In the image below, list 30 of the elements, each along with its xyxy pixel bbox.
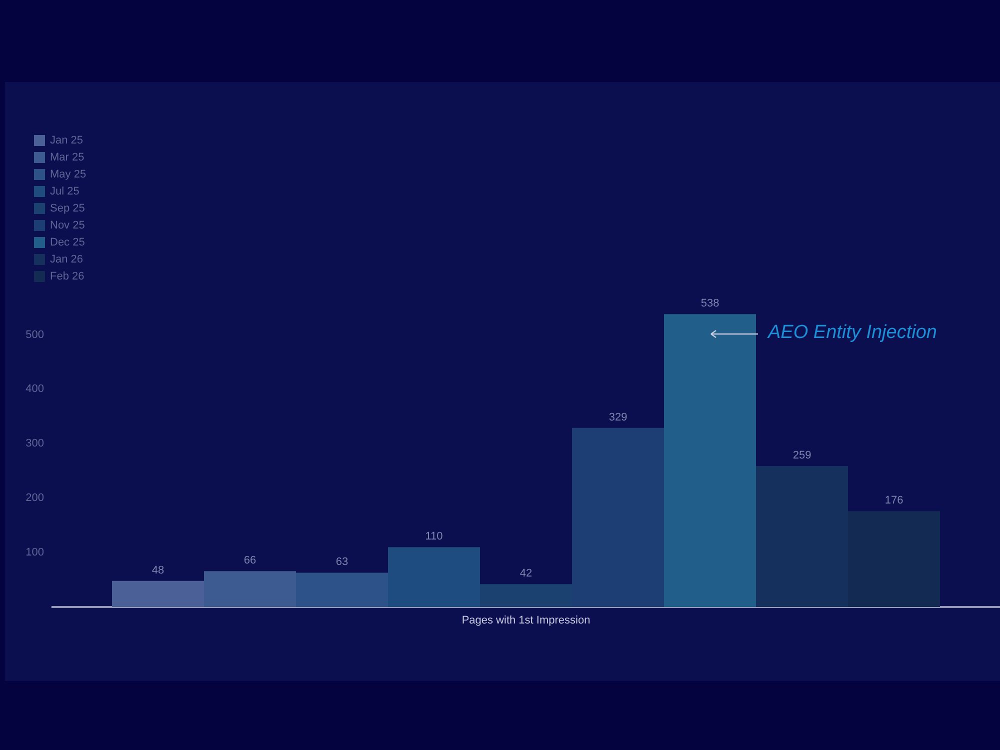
data-label: 259 [792, 449, 812, 462]
legend-label: Sep 25 [50, 202, 85, 214]
legend-label: Feb 26 [50, 270, 84, 282]
data-label: 48 [152, 564, 164, 576]
legend-label: Jan 26 [50, 254, 84, 266]
legend-label: Dec 25 [50, 236, 85, 248]
x-tick-label: Pages with 1st Impression [462, 614, 590, 626]
annotation: AEO Entity Injection [768, 322, 937, 344]
data-label: 538 [700, 298, 720, 310]
legend-label: Jan 25 [50, 134, 84, 146]
legend-label: Jul 25 [50, 186, 80, 198]
y-tick-label: 200 [26, 492, 44, 504]
legend-label: Mar 25 [50, 152, 84, 164]
bar [388, 547, 480, 607]
data-label: 329 [608, 411, 628, 424]
data-label: 42 [520, 568, 532, 580]
y-tick-label: 300 [26, 438, 44, 450]
data-label: 110 [425, 530, 443, 543]
y-tick-label: 500 [26, 328, 44, 341]
legend-label: Nov 25 [50, 220, 85, 232]
bar [296, 572, 388, 607]
data-label: 176 [884, 494, 904, 507]
bar [204, 571, 296, 607]
data-label: 66 [244, 554, 256, 567]
legend-label: May 25 [50, 168, 86, 180]
y-tick-label: 100 [26, 546, 44, 559]
data-label: 63 [336, 556, 348, 568]
bar [664, 314, 756, 607]
bar [112, 580, 204, 607]
y-tick-label: 400 [26, 383, 44, 396]
